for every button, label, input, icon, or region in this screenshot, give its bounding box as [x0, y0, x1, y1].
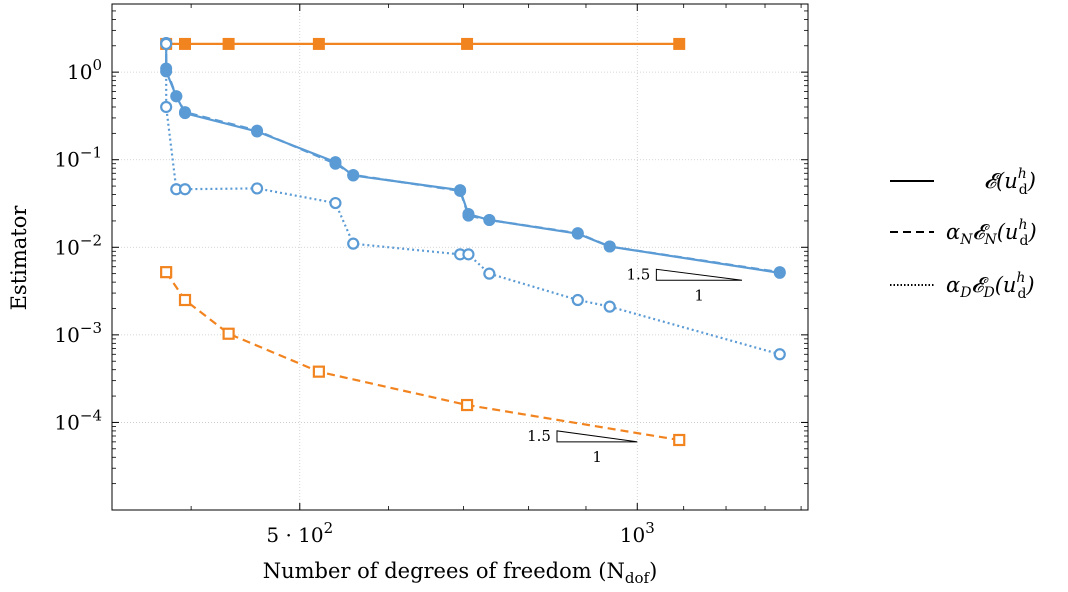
data-point: [312, 37, 325, 50]
data-point: [673, 37, 686, 50]
x-tick-label: 5 · 102: [266, 519, 333, 547]
data-point: [179, 37, 192, 50]
grid-lines: [112, 4, 808, 510]
slope-triangle: [655, 268, 743, 281]
data-point: [312, 365, 325, 378]
x-axis-title-tail: ): [649, 559, 657, 583]
data-point: [347, 168, 360, 181]
slope-triangle: [556, 430, 638, 443]
series-line: [165, 271, 680, 442]
series-line: [165, 43, 781, 356]
data-point: [571, 293, 584, 307]
data-point: [454, 184, 467, 197]
y-tick-label: 10−2: [54, 231, 102, 259]
x-axis-title: Number of degrees of freedom (Ndof): [263, 559, 658, 587]
data-point: [462, 209, 475, 222]
slope-run-label: 1: [592, 448, 602, 466]
slope-triangles: 1.5 1 1.5 1: [527, 265, 743, 466]
data-point: [603, 300, 616, 313]
data-point: [460, 398, 474, 412]
data-point: [170, 90, 183, 103]
series-4: [160, 37, 786, 361]
data-point: [571, 227, 584, 240]
data-point: [461, 37, 474, 50]
data-point: [773, 266, 786, 279]
axis-ticks: [112, 4, 808, 510]
data-point: [603, 240, 616, 253]
y-tick-label: 10−4: [54, 406, 102, 434]
y-tick-label: 10−1: [54, 144, 102, 172]
data-point: [329, 196, 342, 210]
data-point: [222, 327, 235, 340]
slope-rise-label: 1.5: [627, 265, 651, 283]
data-point: [160, 62, 173, 75]
data-point: [160, 37, 173, 51]
axis-labels: 100 10−1 10−2 10−3 10−4 5 · 102 103: [54, 56, 654, 547]
slope-run-label: 1: [694, 286, 704, 304]
data-point: [178, 183, 192, 196]
legend-label: αN𝓔N(uh d): [946, 217, 1037, 249]
data-point: [673, 433, 686, 447]
legend-label: αD𝓔D(uh d): [946, 270, 1035, 302]
series-1: [160, 266, 686, 447]
data-point: [462, 248, 475, 261]
y-axis-title: Estimator: [7, 205, 31, 311]
series-0: [160, 37, 686, 50]
series-line: [165, 43, 780, 274]
data-point: [347, 237, 360, 250]
plot-frame: [111, 3, 809, 511]
x-axis-title-sub: dof: [625, 569, 651, 587]
data-point: [483, 213, 496, 226]
series-3: [160, 37, 786, 279]
data-point: [160, 266, 173, 279]
data-point: [329, 157, 342, 170]
legend: 𝓔(uh d) αN𝓔N(uh d) αD𝓔D(uh d): [890, 166, 1037, 302]
data-point: [179, 106, 192, 119]
data-point: [251, 124, 264, 137]
legend-label: 𝓔(uh d): [984, 166, 1036, 198]
series-line: [165, 43, 780, 274]
data-point: [222, 37, 235, 50]
data-point: [160, 100, 173, 114]
data-point: [250, 182, 264, 195]
y-tick-label: 100: [67, 56, 102, 84]
x-tick-label: 103: [620, 519, 655, 547]
slope-rise-label: 1.5: [527, 427, 551, 445]
data-point: [483, 267, 496, 280]
data-point: [773, 348, 786, 361]
series-2: [160, 37, 786, 279]
series-layer: [160, 37, 786, 447]
data-point: [178, 293, 192, 307]
y-tick-label: 10−3: [54, 319, 102, 347]
